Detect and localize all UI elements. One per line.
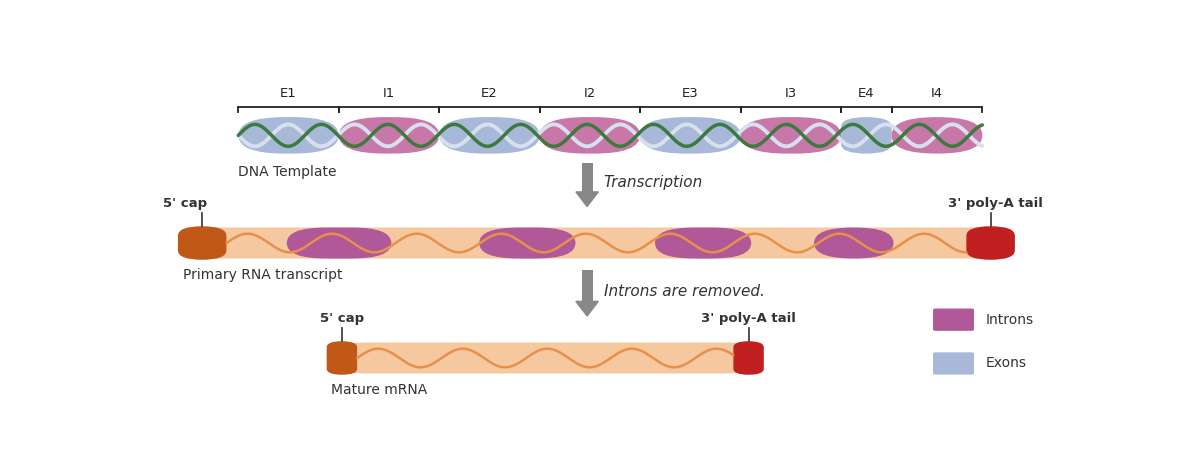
Polygon shape — [576, 301, 599, 316]
FancyBboxPatch shape — [655, 228, 751, 258]
FancyBboxPatch shape — [178, 228, 1015, 258]
FancyBboxPatch shape — [892, 117, 983, 154]
Text: Mature mRNA: Mature mRNA — [331, 383, 427, 397]
Text: DNA Template: DNA Template — [239, 165, 337, 179]
FancyBboxPatch shape — [966, 226, 1015, 260]
FancyBboxPatch shape — [814, 228, 894, 258]
FancyBboxPatch shape — [740, 117, 841, 154]
Text: Exons: Exons — [985, 356, 1026, 371]
FancyBboxPatch shape — [479, 228, 576, 258]
Bar — [582, 270, 593, 301]
Text: E3: E3 — [682, 87, 698, 100]
FancyBboxPatch shape — [178, 226, 227, 260]
Text: Primary RNA transcript: Primary RNA transcript — [182, 268, 342, 282]
Text: 5' cap: 5' cap — [320, 312, 364, 325]
FancyBboxPatch shape — [733, 341, 763, 375]
Text: E4: E4 — [858, 87, 875, 100]
Text: I2: I2 — [583, 87, 596, 100]
Text: 3' poly-A tail: 3' poly-A tail — [701, 312, 796, 325]
Text: I1: I1 — [383, 87, 395, 100]
Text: 5' cap: 5' cap — [163, 197, 208, 210]
Text: I4: I4 — [931, 87, 943, 100]
Bar — [582, 163, 593, 192]
FancyBboxPatch shape — [326, 341, 358, 375]
FancyBboxPatch shape — [640, 117, 740, 154]
Text: Transcription: Transcription — [604, 175, 703, 190]
Text: Introns: Introns — [985, 313, 1033, 327]
Text: I3: I3 — [785, 87, 797, 100]
Text: E2: E2 — [481, 87, 498, 100]
Polygon shape — [576, 192, 599, 207]
Text: 3' poly-A tail: 3' poly-A tail — [948, 197, 1043, 210]
FancyBboxPatch shape — [540, 117, 640, 154]
Text: Introns are removed.: Introns are removed. — [604, 284, 764, 299]
FancyBboxPatch shape — [439, 117, 540, 154]
FancyBboxPatch shape — [841, 117, 892, 154]
FancyBboxPatch shape — [326, 343, 763, 374]
Text: E1: E1 — [280, 87, 296, 100]
FancyBboxPatch shape — [239, 117, 338, 154]
FancyBboxPatch shape — [934, 352, 974, 374]
FancyBboxPatch shape — [934, 309, 974, 331]
FancyBboxPatch shape — [287, 228, 391, 258]
FancyBboxPatch shape — [338, 117, 439, 154]
